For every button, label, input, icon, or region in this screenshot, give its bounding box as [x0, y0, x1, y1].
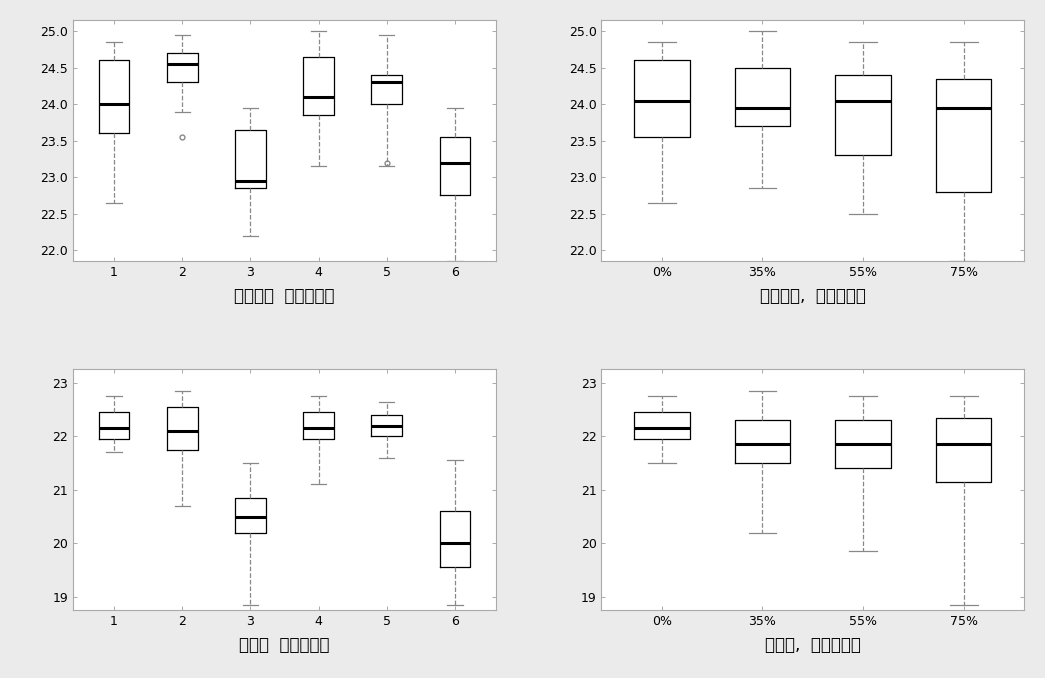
X-axis label: 〈신동진  차광시기〉: 〈신동진 차광시기〉: [234, 287, 334, 305]
X-axis label: 〈신동진,  차광수준〉: 〈신동진, 차광수준〉: [760, 287, 865, 305]
X-axis label: 〈현품,  차광수준〉: 〈현품, 차광수준〉: [765, 637, 861, 654]
X-axis label: 〈현품  차광시기〉: 〈현품 차광시기〉: [239, 637, 330, 654]
